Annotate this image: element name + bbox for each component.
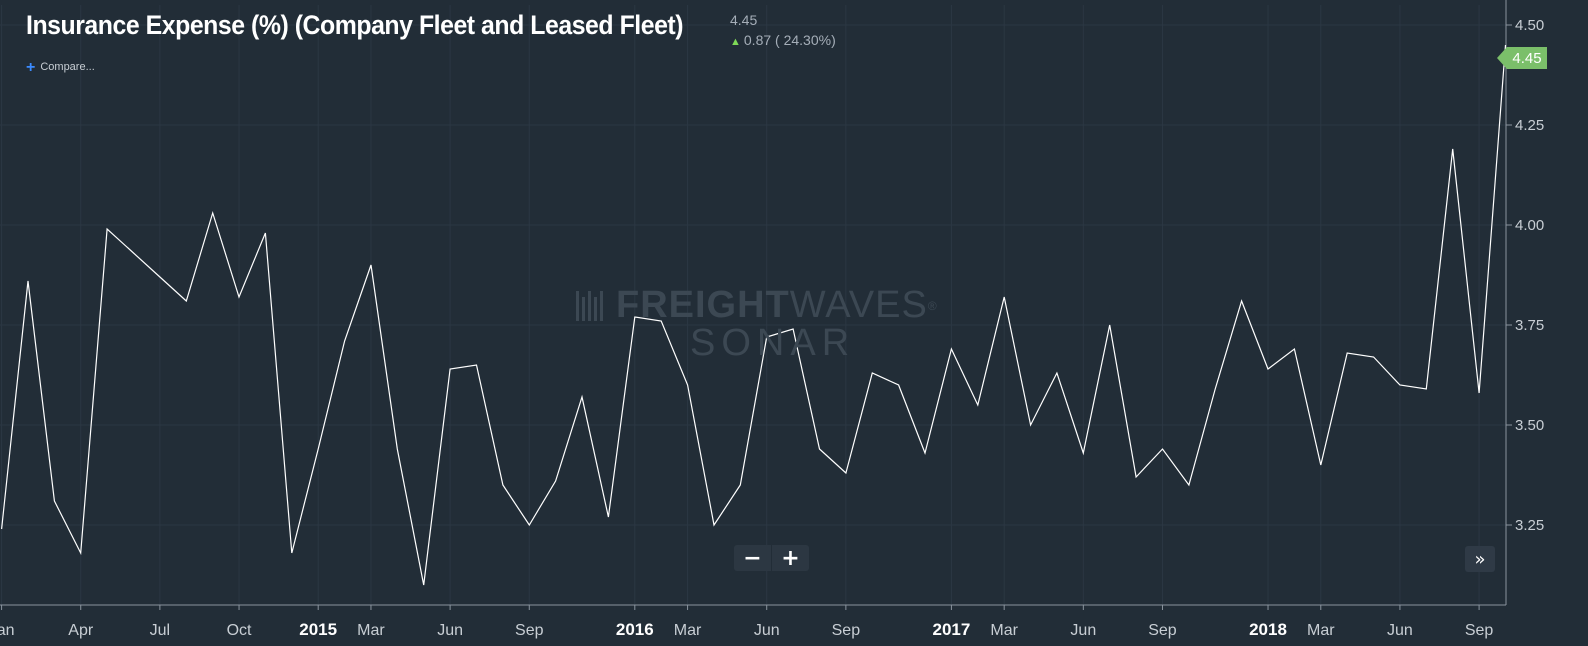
zoom-controls: − + xyxy=(734,545,809,571)
chart-title: Insurance Expense (%) (Company Fleet and… xyxy=(26,10,684,40)
x-tick-label: Jun xyxy=(754,622,780,639)
last-value: 4.45 xyxy=(730,12,758,28)
y-tick-label: 4.50 xyxy=(1515,17,1544,34)
change-text: 0.87 ( 24.30%) xyxy=(743,32,836,48)
last-value-badge: 4.45 xyxy=(1497,47,1547,69)
x-tick-label: Sep xyxy=(515,622,544,639)
grid xyxy=(0,5,1506,605)
x-tick-label: Jun xyxy=(437,622,463,639)
x-tick-label: Mar xyxy=(357,622,385,639)
freightwaves-logo-icon xyxy=(576,290,608,321)
x-tick-label: Sep xyxy=(1465,622,1494,639)
x-tick-label: Oct xyxy=(227,622,252,639)
x-tick-label: Mar xyxy=(1307,622,1335,639)
x-tick-label: Sep xyxy=(1148,622,1177,639)
watermark-registered: ® xyxy=(927,298,938,313)
plus-icon: + xyxy=(26,58,36,76)
up-arrow-icon: ▲ xyxy=(730,36,741,48)
y-tick-label: 3.25 xyxy=(1515,517,1544,534)
y-tick-label: 4.00 xyxy=(1515,217,1544,234)
double-chevron-right-icon: » xyxy=(1474,548,1486,570)
x-tick-label: Mar xyxy=(990,622,1018,639)
x-tick-label: 2015 xyxy=(299,620,337,639)
x-tick-label: Jun xyxy=(1070,622,1096,639)
change-value: ▲ 0.87 ( 24.30%) xyxy=(730,32,836,48)
x-tick-label: 2018 xyxy=(1249,620,1287,639)
y-tick-label: 3.50 xyxy=(1515,417,1544,434)
scroll-forward-button[interactable]: » xyxy=(1465,546,1495,572)
zoom-in-button[interactable]: + xyxy=(781,545,800,571)
compare-button[interactable]: + Compare... xyxy=(26,58,95,76)
x-tick-label: Jun xyxy=(1387,622,1413,639)
watermark-sonar: SONAR xyxy=(690,322,856,364)
watermark-brand-bold: FREIGHT xyxy=(616,284,790,326)
watermark-brand-light: WAVES xyxy=(789,284,928,326)
series xyxy=(1,44,1507,586)
x-tick-label: Mar xyxy=(674,622,702,639)
watermark-logo: FREIGHT WAVES ® xyxy=(576,284,938,327)
x-tick-label: 2017 xyxy=(932,620,970,639)
y-tick-label: 4.25 xyxy=(1515,117,1544,134)
x-tick-label: 2016 xyxy=(616,620,654,639)
x-tick-label: Jul xyxy=(150,622,170,639)
series-line xyxy=(1,44,1507,586)
x-tick-label: Jan xyxy=(0,622,14,639)
compare-label: Compare... xyxy=(40,61,95,73)
zoom-divider xyxy=(771,545,772,571)
x-tick-label: Sep xyxy=(832,622,861,639)
x-tick-label: Apr xyxy=(68,622,94,639)
zoom-out-button[interactable]: − xyxy=(743,545,762,571)
y-tick-label: 3.75 xyxy=(1515,317,1544,334)
axes: 3.25 3.50 3.75 4.00 4.25 4.50 Jan Apr Jul Oct 2015… xyxy=(0,0,1544,639)
